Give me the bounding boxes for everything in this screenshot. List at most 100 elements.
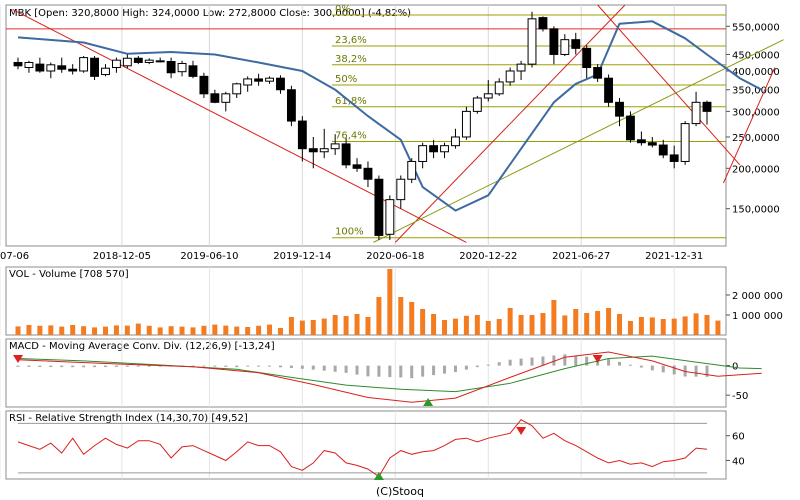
candle-body [90,57,99,77]
candle-body [308,148,318,153]
volume-bar [179,326,185,335]
macd-histogram-bar [27,365,31,367]
macd-histogram-bar [574,355,578,366]
volume-bar [551,300,557,335]
macd-buy-marker [423,398,434,406]
candle-body [626,115,635,141]
macd-histogram-bar [278,365,282,368]
fibonacci-level-label: 100% [335,227,364,238]
candle-body [494,81,504,95]
volume-bar [420,309,426,335]
volume-bar [48,325,54,335]
fibonacci-level-label: 0% [335,4,351,15]
volume-bar [671,318,677,335]
price-y-tick-label: 350,0000 [732,86,780,97]
moving-average-line [17,20,763,212]
macd-histogram-bar [235,365,239,368]
candle-body [232,83,242,95]
macd-histogram-bar [453,365,457,373]
rsi-plot-area [5,410,727,480]
candle-body [221,93,231,103]
volume-bar [595,311,601,335]
rsi-line [17,419,708,478]
candle-body [538,17,548,30]
volume-bar [113,325,119,335]
candle-body [374,178,384,236]
volume-bar [693,313,699,335]
candle-body [24,61,34,69]
price-panel: MBK [Open: 320,8000 High: 324,0000 Low: … [5,4,727,247]
volume-bar [26,325,32,335]
macd-histogram-bar [147,365,151,367]
candle-body [571,39,581,49]
macd-histogram-bar [322,365,326,371]
candle-body [122,57,132,67]
candle-body [243,78,253,86]
macd-histogram-bar [114,365,118,367]
volume-bar [245,327,251,335]
trend-line-channel [373,39,784,243]
macd-histogram-bar [541,356,545,366]
volume-bar [81,326,87,335]
macd-panel-title: MACD - Moving Average Conv. Div. (12,26,… [9,341,275,352]
price-y-tick-label: 200,0000 [732,164,780,175]
macd-histogram-bar [443,365,447,374]
macd-histogram-bar [607,359,611,366]
trend-line-up [394,4,626,243]
macd-histogram-bar [103,365,107,368]
macd-histogram-bar [289,365,293,368]
macd-histogram-bar [377,365,381,377]
volume-panel-title: VOL - Volume [708 570] [9,269,129,280]
candle-body [669,154,679,162]
x-tick-label: 2021-06-27 [552,251,610,262]
candle-body [385,199,395,235]
candle-body [472,97,482,112]
macd-histogram-bar [618,361,622,366]
candle-body [702,101,712,112]
macd-histogram-bar [639,365,643,368]
volume-bar [649,317,655,335]
candle-body [407,160,417,180]
candle-body [560,39,570,55]
macd-panel: MACD - Moving Average Conv. Div. (12,26,… [5,338,727,408]
candle-body [188,65,198,77]
volume-bar [321,318,327,335]
macd-histogram-bar [268,365,272,367]
macd-histogram-bar [136,365,140,367]
volume-bar [223,325,229,335]
volume-bar [529,315,535,335]
candle-body [155,60,165,63]
macd-sell-marker [13,355,23,363]
rsi-y-tick-label: 60 [732,432,745,443]
macd-histogram-bar [650,365,654,371]
volume-bar [190,327,196,335]
volume-bar [715,320,721,335]
rsi-sell-marker [516,427,527,435]
macd-histogram-bar [366,365,370,377]
volume-bar [288,317,294,335]
candle-body [68,68,78,72]
macd-histogram-bar [672,365,676,375]
macd-histogram-bar [552,355,556,366]
volume-bar [660,319,666,335]
volume-bar [704,315,710,335]
candle-body [505,70,515,83]
candle-body [341,143,351,166]
fibonacci-level-label: 76,4% [335,131,367,142]
volume-bar [102,326,108,335]
volume-bar [409,302,415,335]
candle-body [46,64,56,72]
macd-histogram-bar [432,365,436,376]
volume-bar [496,319,502,335]
volume-bar [146,325,152,335]
candle-body [111,59,121,69]
macd-plot-area [5,338,727,408]
macd-histogram-bar [125,365,129,367]
volume-bar [157,327,163,335]
macd-y-tick-label: -50 [732,391,748,402]
price-y-tick-label: 150,0000 [732,205,780,216]
volume-bar [365,317,371,335]
macd-histogram-bar [311,365,315,370]
volume-bar [135,323,141,335]
